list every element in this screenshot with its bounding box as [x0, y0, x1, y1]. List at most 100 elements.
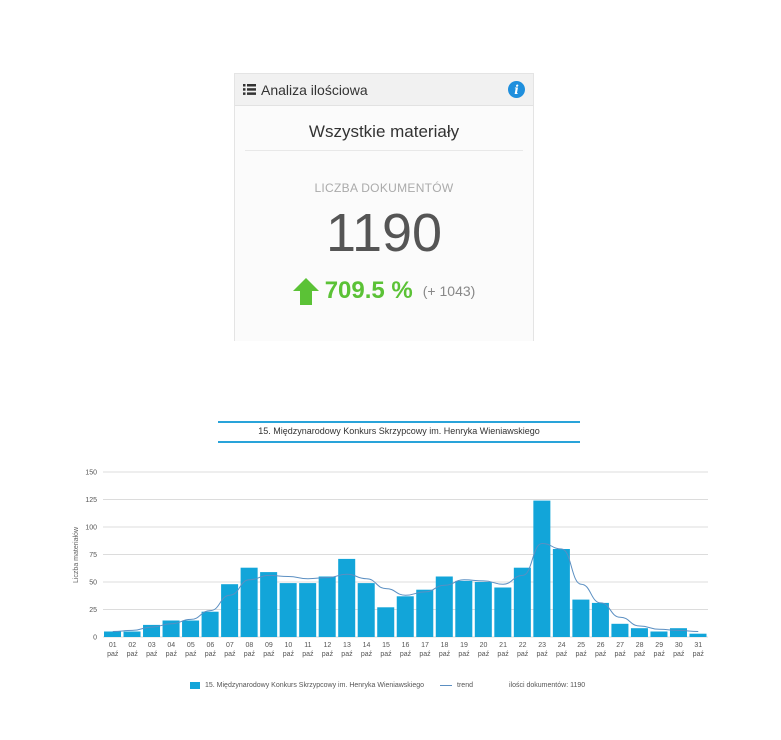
x-tick-label: 08 — [245, 642, 253, 649]
x-tick-label: 09 — [265, 642, 273, 649]
bar[interactable] — [123, 631, 141, 638]
x-tick-sublabel: paź — [263, 651, 275, 658]
bar[interactable] — [299, 583, 317, 637]
bar[interactable] — [377, 607, 395, 637]
widget-header: Analiza ilościowa i — [235, 74, 533, 106]
bar[interactable] — [513, 567, 531, 637]
y-tick-label: 125 — [85, 497, 97, 504]
chart-legend: 15. Międzynarodowy Konkurs Skrzypcowy im… — [190, 682, 585, 689]
bar[interactable] — [552, 549, 570, 637]
x-tick-label: 16 — [402, 642, 410, 649]
bar[interactable] — [260, 572, 278, 637]
bar[interactable] — [338, 558, 356, 637]
widget-title: Analiza ilościowa — [261, 81, 368, 98]
x-tick-label: 28 — [636, 642, 644, 649]
bar[interactable] — [279, 583, 297, 637]
change-row: 709.5 % (+ 1043) — [235, 277, 533, 305]
x-tick-sublabel: paź — [595, 651, 607, 658]
bar[interactable] — [104, 631, 122, 638]
x-tick-sublabel: paź — [419, 651, 431, 658]
bar[interactable] — [240, 567, 258, 637]
trend-line-group — [112, 542, 699, 632]
chart-bars — [104, 500, 707, 638]
bar[interactable] — [396, 596, 414, 637]
legend-swatch-trend — [440, 685, 453, 686]
legend-total: ilości dokumentów: 1190 — [509, 682, 586, 689]
x-tick-sublabel: paź — [322, 651, 334, 658]
x-tick-label: 27 — [616, 642, 624, 649]
x-tick-sublabel: paź — [185, 651, 197, 658]
bar[interactable] — [455, 580, 473, 637]
x-tick-label: 17 — [421, 642, 429, 649]
bar[interactable] — [591, 602, 609, 637]
x-tick-label: 02 — [128, 642, 136, 649]
bar[interactable] — [182, 620, 200, 638]
x-tick-label: 04 — [167, 642, 175, 649]
x-tick-sublabel: paź — [458, 651, 470, 658]
x-tick-label: 11 — [304, 642, 311, 649]
y-axis-ticks: 0 25 50 75 100 125 150 — [85, 470, 97, 642]
bar[interactable] — [611, 623, 629, 637]
x-tick-sublabel: paź — [634, 651, 646, 658]
x-tick-sublabel: paź — [341, 651, 353, 658]
x-tick-label: 24 — [558, 642, 566, 649]
x-tick-sublabel: paź — [127, 651, 139, 658]
x-tick-sublabel: paź — [693, 651, 705, 658]
y-tick-label: 75 — [89, 552, 97, 559]
bar[interactable] — [435, 576, 453, 638]
x-tick-sublabel: paź — [575, 651, 587, 658]
bar[interactable] — [416, 589, 434, 637]
x-tick-sublabel: paź — [536, 651, 548, 658]
x-tick-sublabel: paź — [400, 651, 412, 658]
bar[interactable] — [689, 633, 707, 637]
x-tick-sublabel: paź — [517, 651, 529, 658]
x-axis-ticks: 01 paź 02 paź 03 paź 04 paź 05 paź 06 paź 07 paź 08 paź… — [107, 642, 704, 658]
x-tick-sublabel: paź — [380, 651, 392, 658]
bar[interactable] — [630, 628, 648, 637]
x-tick-sublabel: paź — [302, 651, 314, 658]
y-tick-label: 50 — [89, 580, 97, 587]
x-tick-label: 07 — [226, 642, 234, 649]
x-tick-label: 31 — [694, 642, 702, 649]
x-tick-sublabel: paź — [654, 651, 666, 658]
x-tick-sublabel: paź — [615, 651, 627, 658]
bar[interactable] — [474, 582, 492, 637]
bar[interactable] — [318, 576, 336, 638]
x-tick-label: 21 — [499, 642, 507, 649]
x-tick-sublabel: paź — [439, 651, 451, 658]
x-tick-label: 10 — [285, 642, 293, 649]
legend-series-name[interactable]: 15. Międzynarodowy Konkurs Skrzypcowy im… — [205, 682, 425, 689]
info-icon[interactable]: i — [508, 81, 525, 98]
metric-label: LICZBA DOKUMENTÓW — [314, 181, 454, 195]
bar[interactable] — [572, 599, 590, 637]
x-tick-sublabel: paź — [166, 651, 178, 658]
bar[interactable] — [494, 587, 512, 638]
x-tick-label: 12 — [324, 642, 332, 649]
chart-title: 15. Międzynarodowy Konkurs Skrzypcowy im… — [218, 421, 580, 443]
bar[interactable] — [669, 628, 687, 637]
legend-trend-name[interactable]: trend — [457, 682, 473, 689]
x-tick-label: 22 — [519, 642, 527, 649]
bar[interactable] — [201, 611, 219, 637]
x-tick-sublabel: paź — [107, 651, 119, 658]
bar[interactable] — [533, 500, 551, 637]
bar[interactable] — [221, 584, 239, 637]
y-tick-label: 150 — [85, 470, 97, 477]
x-tick-label: 18 — [441, 642, 449, 649]
change-percent: 709.5 % — [324, 277, 413, 304]
metric-value: 1190 — [325, 203, 443, 263]
x-tick-sublabel: paź — [478, 651, 490, 658]
x-tick-label: 01 — [109, 642, 117, 649]
bar[interactable] — [357, 583, 375, 637]
x-tick-label: 23 — [538, 642, 546, 649]
x-tick-sublabel: paź — [146, 651, 158, 658]
x-tick-label: 06 — [206, 642, 214, 649]
x-tick-label: 13 — [343, 642, 351, 649]
x-tick-label: 15 — [382, 642, 390, 649]
x-tick-label: 29 — [655, 642, 663, 649]
y-tick-label: 100 — [85, 525, 97, 532]
trend-line — [112, 542, 699, 632]
legend-swatch-series — [190, 682, 200, 689]
x-tick-sublabel: paź — [244, 651, 256, 658]
bar[interactable] — [650, 631, 668, 638]
